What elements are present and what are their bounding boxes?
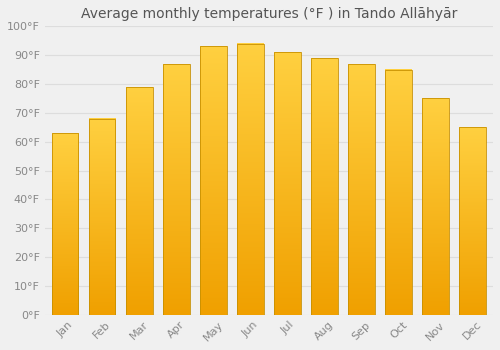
Bar (163, 64, 190, 315)
Bar (237, 44, 264, 315)
Bar (52, 133, 78, 315)
Bar (348, 64, 375, 315)
Title: Average monthly temperatures (°F ) in Tando Allāhyār: Average monthly temperatures (°F ) in Ta… (80, 7, 457, 21)
Bar (89, 119, 116, 315)
Bar (422, 98, 449, 315)
Bar (126, 87, 152, 315)
Bar (200, 47, 226, 315)
Bar (385, 70, 412, 315)
Bar (274, 52, 300, 315)
Bar (460, 127, 486, 315)
Bar (311, 58, 338, 315)
